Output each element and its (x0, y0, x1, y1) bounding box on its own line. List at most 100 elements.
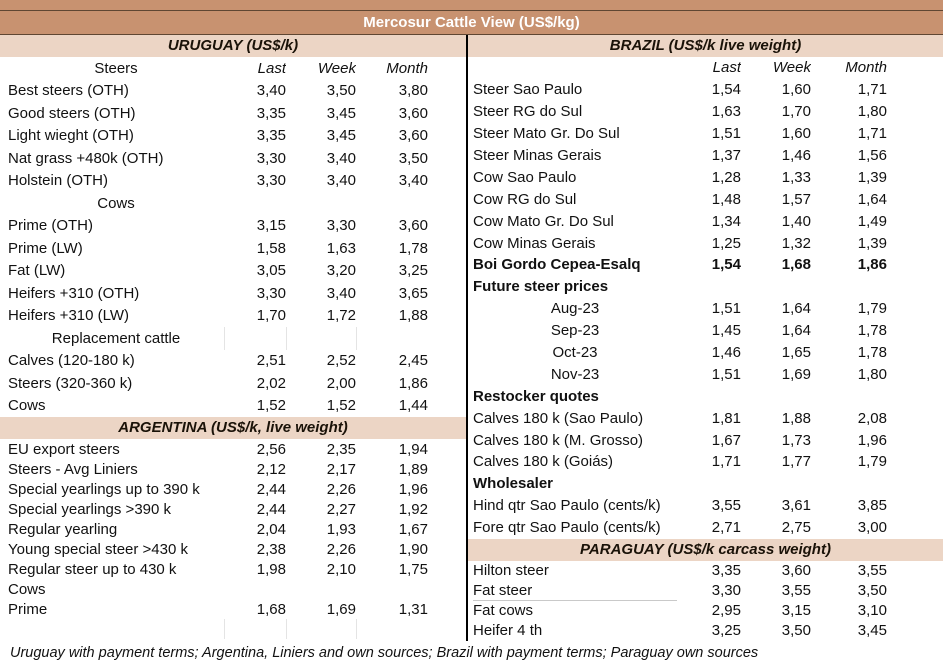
row-label: Regular yearling (8, 520, 118, 538)
table-row: Cow RG do Sul 1,48 1,57 1,64 (468, 188, 943, 210)
value-week: 3,20 (326, 262, 356, 280)
value-last: 1,37 (711, 147, 741, 164)
column-header-label: Steers (94, 59, 138, 77)
value-week: 3,45 (326, 104, 356, 122)
value-last: 3,35 (711, 562, 741, 580)
row-label: Special yearlings >390 k (8, 500, 172, 518)
value-month: 1,39 (857, 168, 887, 186)
table-row: Regular steer up to 430 k 1,98 2,10 1,75 (0, 559, 466, 579)
value-month: 1,67 (398, 520, 428, 538)
value-week: 2,52 (326, 352, 356, 370)
value-last: 1,48 (711, 190, 741, 208)
value-month: 1,75 (398, 560, 428, 578)
value-week: 1,69 (326, 600, 356, 618)
row-label: Calves (120-180 k) (8, 352, 135, 370)
row-label: Heifers +310 (LW) (8, 307, 130, 325)
value-week: 2,35 (326, 440, 356, 458)
value-last: 1,81 (711, 409, 741, 427)
row-label: Restocker quotes (473, 387, 599, 405)
table-row: Special yearlings up to 390 k 2,44 2,26 1,9… (0, 479, 466, 499)
value-week: 3,40 (326, 172, 356, 190)
table-row: Steer Sao Paulo 1,54 1,60 1,71 (468, 79, 943, 101)
column-header-last: Last (257, 59, 286, 77)
row-label: Boi Gordo Cepea-Esalq (473, 256, 641, 274)
value-month: 1,78 (857, 322, 887, 340)
value-month: 1,31 (398, 600, 428, 618)
source-note: Uruguay with payment terms; Argentina, L… (10, 644, 759, 661)
row-label: Fore qtr Sao Paulo (cents/k) (473, 519, 661, 537)
value-month: 1,39 (857, 234, 887, 252)
value-last: 3,05 (256, 262, 286, 280)
value-last (224, 619, 286, 639)
row-label: Prime (OTH) (8, 217, 93, 235)
value-last: 2,71 (711, 519, 741, 537)
table-row: Future steer prices (468, 276, 943, 298)
row-label: Young special steer >430 k (8, 540, 188, 558)
table-row: Replacement cattle (0, 327, 466, 350)
value-week: 3,61 (781, 497, 811, 515)
value-month (356, 327, 428, 350)
value-week: 1,65 (781, 344, 811, 362)
value-week: 3,45 (326, 127, 356, 145)
row-label: Future steer prices (473, 278, 609, 296)
value-month: 1,86 (857, 256, 887, 274)
row-label: Cow Sao Paulo (473, 168, 577, 186)
report-title-bar: Mercosur Cattle View (US$/kg) (0, 10, 943, 35)
value-month: 1,96 (398, 480, 428, 498)
row-label: Wholesaler (473, 475, 554, 493)
value-last: 1,54 (711, 256, 741, 274)
value-last: 2,38 (256, 540, 286, 558)
section-band: PARAGUAY (US$/k carcass weight) (468, 538, 943, 561)
value-week: 3,15 (781, 602, 811, 620)
value-month: 3,45 (857, 622, 887, 640)
row-label: Calves 180 k (Goiás) (473, 453, 614, 471)
value-week: 1,64 (781, 322, 811, 340)
value-last: 3,25 (711, 622, 741, 640)
table-row: Cows (0, 192, 466, 215)
value-week: 1,69 (781, 365, 811, 383)
row-label: Fat steer (473, 580, 677, 602)
column-header-last: Last (712, 59, 741, 77)
table-row: Calves 180 k (Sao Paulo) 1,81 1,88 2,08 (468, 407, 943, 429)
value-last: 3,30 (256, 149, 286, 167)
top-accent-strip (0, 0, 943, 10)
value-month: 1,49 (857, 212, 887, 230)
table-row: Heifer 4 th 3,25 3,50 3,45 (468, 621, 943, 641)
section-band: BRAZIL (US$/k live weight) (468, 35, 943, 57)
row-label: Good steers (OTH) (8, 104, 136, 122)
value-month: 1,92 (398, 500, 428, 518)
table-row: Sep-23 1,45 1,64 1,78 (468, 320, 943, 342)
table-row: Special yearlings >390 k 2,44 2,27 1,92 (0, 499, 466, 519)
table-row: Cow Mato Gr. Do Sul 1,34 1,40 1,49 (468, 210, 943, 232)
value-last: 1,52 (256, 397, 286, 415)
value-last: 1,25 (711, 234, 741, 252)
row-label: Regular steer up to 430 k (8, 560, 177, 578)
value-last: 1,67 (711, 431, 741, 449)
column-header-month: Month (845, 59, 887, 77)
value-week: 3,50 (326, 82, 356, 100)
value-month: 3,50 (857, 582, 887, 600)
table-row: Calves 180 k (Goiás) 1,71 1,77 1,79 (468, 451, 943, 473)
table-section: URUGUAY (US$/k) Steers Last Week Month Best s… (0, 35, 466, 417)
row-label: Calves 180 k (Sao Paulo) (473, 409, 644, 427)
value-last: 1,54 (711, 81, 741, 99)
row-label: Oct-23 (552, 344, 598, 362)
value-week: 1,63 (326, 239, 356, 257)
table-row: Cow Minas Gerais 1,25 1,32 1,39 (468, 232, 943, 254)
value-last: 3,30 (711, 582, 741, 600)
value-last: 3,35 (256, 127, 286, 145)
column-header-row: Last Week Month (468, 57, 943, 79)
row-label: Cows (8, 580, 46, 598)
panel-divider (466, 35, 468, 641)
row-label: Special yearlings up to 390 k (8, 480, 200, 498)
row-label: Steer Mato Gr. Do Sul (473, 125, 620, 143)
table-row: Young special steer >430 k 2,38 2,26 1,90 (0, 539, 466, 559)
row-label: Best steers (OTH) (8, 82, 129, 100)
value-month: 3,00 (857, 519, 887, 537)
value-last: 3,30 (256, 284, 286, 302)
value-month (356, 619, 428, 639)
table-row: Holstein (OTH) 3,30 3,40 3,40 (0, 170, 466, 193)
value-week: 1,64 (781, 300, 811, 318)
row-label: Steer Sao Paulo (473, 81, 583, 99)
row-label: Cow Minas Gerais (473, 234, 596, 252)
